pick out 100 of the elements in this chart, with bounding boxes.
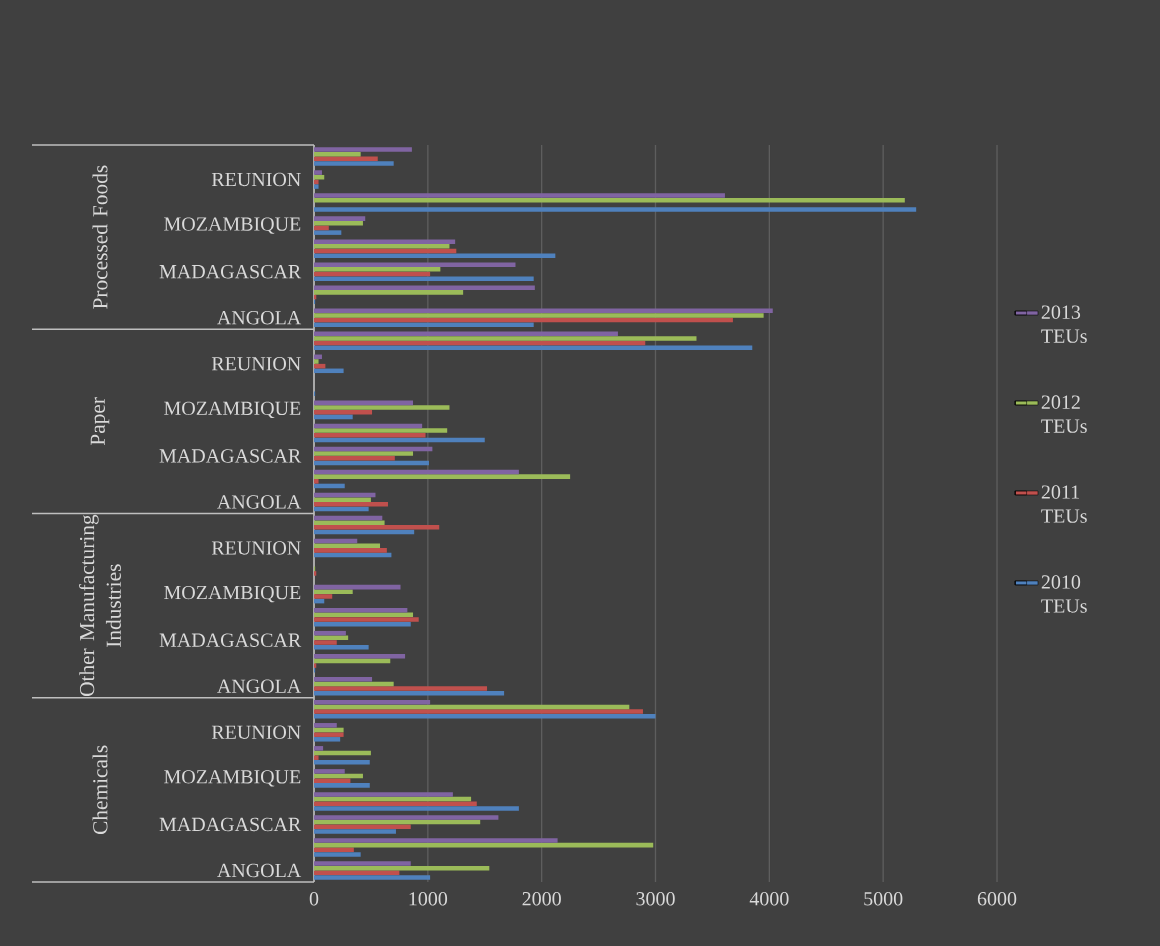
y-tick-label: ANGOLA [217,311,302,325]
bar [314,723,337,728]
x-tick-label: 2000 [522,892,561,906]
y-tick-label: MOZAMBIQUE [164,585,301,603]
bar [314,322,534,328]
bar [314,368,344,374]
bar [314,267,441,272]
bar [314,571,317,576]
x-tick-label: 3000 [636,892,675,906]
bar [314,253,556,258]
x-tick-label: 1000 [409,892,448,906]
y-tick-label: REUNION [211,357,301,371]
bar [314,221,363,226]
y-tick-label: ANGOLA [217,679,302,693]
bar [314,783,370,788]
bar [314,594,333,599]
bar [314,197,905,203]
bar [314,451,414,456]
bar [314,405,450,410]
bar [314,359,319,364]
bar [314,746,324,751]
bar [314,755,319,760]
y-tick-label: REUNION [211,725,301,740]
bar [314,230,342,235]
bar [314,792,453,797]
bar [314,170,322,175]
bar [314,428,448,433]
bar [314,861,411,866]
bar [314,179,319,185]
y-tick-label: REUNION [211,541,301,555]
y-tick-label: MADAGASCAR [159,449,302,463]
bar [314,760,370,765]
bar [314,663,317,668]
bar [314,262,516,267]
bar [314,285,535,290]
bar [314,276,534,281]
bar [314,700,431,705]
bar [314,640,337,645]
x-tick-label: 6000 [977,892,1017,906]
y-tick-label: MOZAMBIQUE [164,401,301,419]
y-tick-label: MOZAMBIQUE [164,217,301,234]
bar [314,875,431,880]
bar [314,336,697,341]
bar [314,806,519,811]
bar [314,497,371,502]
bar [314,838,558,843]
bar [314,824,411,830]
text: Paper [90,397,110,446]
text: Chemicals [92,745,108,835]
y-tick-label: MOZAMBIQUE [164,770,301,787]
bar [314,502,388,507]
bar [314,690,505,696]
bar [314,686,488,691]
bar [314,313,764,318]
bar [314,525,440,530]
bar [314,161,394,166]
x-tick-label: 4000 [749,892,789,906]
x-tick-label: 0 [309,892,319,906]
bar [314,815,499,820]
bar [314,290,464,295]
bar [314,829,396,834]
y-tick-label: MADAGASCAR [159,264,302,279]
bar [314,147,412,152]
bar [314,207,917,212]
bar [314,714,656,719]
bar [314,769,345,774]
bar [314,778,351,783]
y-tick-label: ANGOLA [217,863,302,878]
bar [314,676,373,682]
bar [314,308,773,314]
legend-label: 2012 TEUs [1041,395,1087,433]
bar [314,479,319,484]
legend-label: 2013 TEUs [1041,305,1087,343]
bar [314,244,450,249]
text: Other Manufacturing Industries [79,514,121,696]
legend-label: 2011 TEUs [1041,485,1087,523]
bar [314,184,319,189]
bar [314,852,361,857]
bar [314,193,725,198]
bar [314,732,344,737]
y-tick-label: MADAGASCAR [159,633,302,647]
bar [314,617,419,622]
x-tick-label: 5000 [864,892,903,906]
y-tick-label: ANGOLA [217,495,302,509]
bar [314,225,329,231]
bar [314,801,477,806]
bar [314,737,341,742]
text: Processed Foods [92,165,108,309]
y-tick-label: REUNION [211,172,301,187]
bar [314,455,395,461]
bar [314,548,387,553]
bar [314,474,571,479]
legend-label: 2010 TEUs [1041,575,1087,613]
bar [314,709,643,714]
bar [314,543,381,548]
bar [314,727,344,733]
bar [314,239,456,244]
bar [314,520,385,525]
bar [314,216,366,221]
y-tick-label: MADAGASCAR [159,817,302,832]
